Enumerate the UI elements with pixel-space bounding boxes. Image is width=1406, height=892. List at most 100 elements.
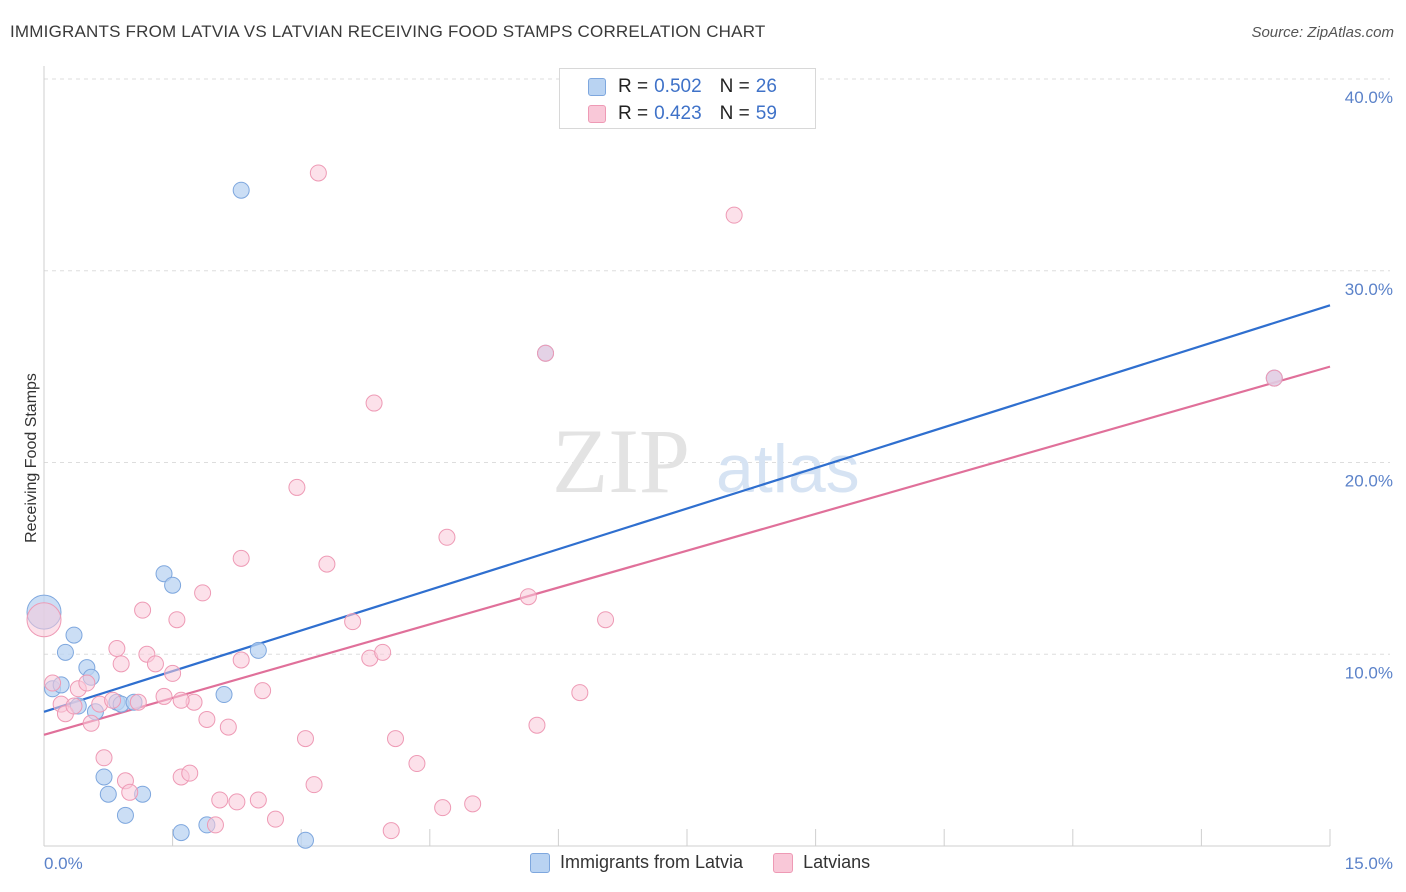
point-latvians xyxy=(232,549,250,567)
y-axis-title: Receiving Food Stamps xyxy=(23,373,40,543)
point-latvians xyxy=(181,764,199,782)
x-tick-label: 15.0% xyxy=(1345,854,1393,873)
point-latvians xyxy=(537,344,555,362)
point-latvians xyxy=(597,611,615,629)
point-latvians xyxy=(129,693,147,711)
tick-labels: 10.0% 20.0% 30.0% 40.0% 0.0% 15.0% xyxy=(44,88,1393,873)
point-latvians xyxy=(168,611,186,629)
point-latvians xyxy=(146,655,164,673)
y-tick-label: 40.0% xyxy=(1345,88,1393,107)
legend-r-label: R = xyxy=(618,76,649,97)
y-tick-label: 10.0% xyxy=(1345,663,1393,682)
point-latvians xyxy=(382,822,400,840)
legend-r-label: R = xyxy=(618,103,649,124)
point-latvia xyxy=(215,686,233,704)
legend-row-latvians: R = 0.423 N = 59 xyxy=(588,102,795,126)
grid-lines xyxy=(44,78,1390,655)
y-tick-label: 30.0% xyxy=(1345,280,1393,299)
legend-row-latvia: R = 0.502 N = 26 xyxy=(588,75,795,99)
point-latvians xyxy=(108,639,126,657)
point-latvians xyxy=(266,810,284,828)
correlation-legend: R = 0.502 N = 26 R = 0.423 N = 59 xyxy=(559,68,816,129)
point-latvia xyxy=(232,181,250,199)
legend-swatch-pink xyxy=(588,105,606,123)
legend-item-latvians[interactable]: Latvians xyxy=(773,852,870,873)
legend-label-latvia: Immigrants from Latvia xyxy=(560,852,744,872)
point-latvians xyxy=(134,601,152,619)
point-latvians xyxy=(309,164,327,182)
trend-lines xyxy=(43,304,1331,736)
point-latvians xyxy=(232,651,250,669)
point-latvia xyxy=(155,565,173,583)
point-latvia xyxy=(99,785,117,803)
point-latvia xyxy=(249,641,267,659)
point-latvians xyxy=(254,682,272,700)
point-latvians xyxy=(438,528,456,546)
point-latvians xyxy=(387,730,405,748)
point-latvia xyxy=(296,831,314,849)
point-latvians xyxy=(198,710,216,728)
legend-label-latvians: Latvians xyxy=(803,852,871,872)
point-latvia xyxy=(116,806,134,824)
point-latvians xyxy=(82,714,100,732)
y-tick-label: 20.0% xyxy=(1345,472,1393,491)
point-latvians xyxy=(194,584,212,602)
point-latvians xyxy=(121,783,139,801)
point-latvians xyxy=(44,674,62,692)
point-latvia xyxy=(164,576,182,594)
point-latvians xyxy=(519,588,537,606)
chart-title: IMMIGRANTS FROM LATVIA VS LATVIAN RECEIV… xyxy=(10,22,766,41)
point-latvians xyxy=(164,664,182,682)
point-latvians xyxy=(249,791,267,809)
watermark-zip: ZIP xyxy=(552,410,690,512)
point-latvians xyxy=(95,749,113,767)
legend-n-value: 59 xyxy=(755,103,777,124)
point-latvians xyxy=(528,716,546,734)
series-legend: Immigrants from Latvia Latvians xyxy=(530,852,900,873)
point-latvians xyxy=(725,206,743,224)
point-latvians xyxy=(365,394,383,412)
watermark-atlas: atlas xyxy=(716,431,860,507)
point-latvians xyxy=(434,799,452,817)
point-latvians xyxy=(155,687,173,705)
legend-r-value: 0.423 xyxy=(654,103,702,124)
point-latvians xyxy=(1265,369,1283,387)
point-latvians xyxy=(318,555,336,573)
point-latvians xyxy=(344,613,362,631)
trend-line-latvia xyxy=(43,304,1331,713)
point-latvia xyxy=(65,626,83,644)
point-latvians xyxy=(228,793,246,811)
point-latvians xyxy=(305,776,323,794)
point-latvians xyxy=(112,655,130,673)
point-latvians xyxy=(374,643,392,661)
legend-item-latvia[interactable]: Immigrants from Latvia xyxy=(530,852,743,873)
source-credit: Source: ZipAtlas.com xyxy=(1251,24,1394,41)
legend-swatch-blue xyxy=(588,78,606,96)
axes xyxy=(43,66,1331,847)
point-latvia xyxy=(56,643,74,661)
point-latvians xyxy=(211,791,229,809)
point-latvians xyxy=(219,718,237,736)
trend-line-latvians xyxy=(43,365,1331,736)
point-latvians xyxy=(26,602,62,638)
legend-r-value: 0.502 xyxy=(654,76,702,97)
point-latvians xyxy=(296,730,314,748)
point-latvians xyxy=(78,674,96,692)
legend-n-label: N = xyxy=(719,76,750,97)
x-tick-label: 0.0% xyxy=(44,854,83,873)
legend-swatch-blue xyxy=(530,852,550,873)
point-latvians xyxy=(172,691,190,709)
data-points xyxy=(26,164,1283,849)
point-latvians xyxy=(571,684,589,702)
point-latvians xyxy=(408,755,426,773)
point-latvians xyxy=(65,697,83,715)
legend-swatch-pink xyxy=(773,852,794,873)
point-latvians xyxy=(206,816,224,834)
point-latvia xyxy=(95,768,113,786)
point-latvians xyxy=(288,478,306,496)
point-latvians xyxy=(464,795,482,813)
point-latvia xyxy=(172,824,190,842)
legend-n-label: N = xyxy=(719,103,750,124)
legend-n-value: 26 xyxy=(755,76,777,97)
